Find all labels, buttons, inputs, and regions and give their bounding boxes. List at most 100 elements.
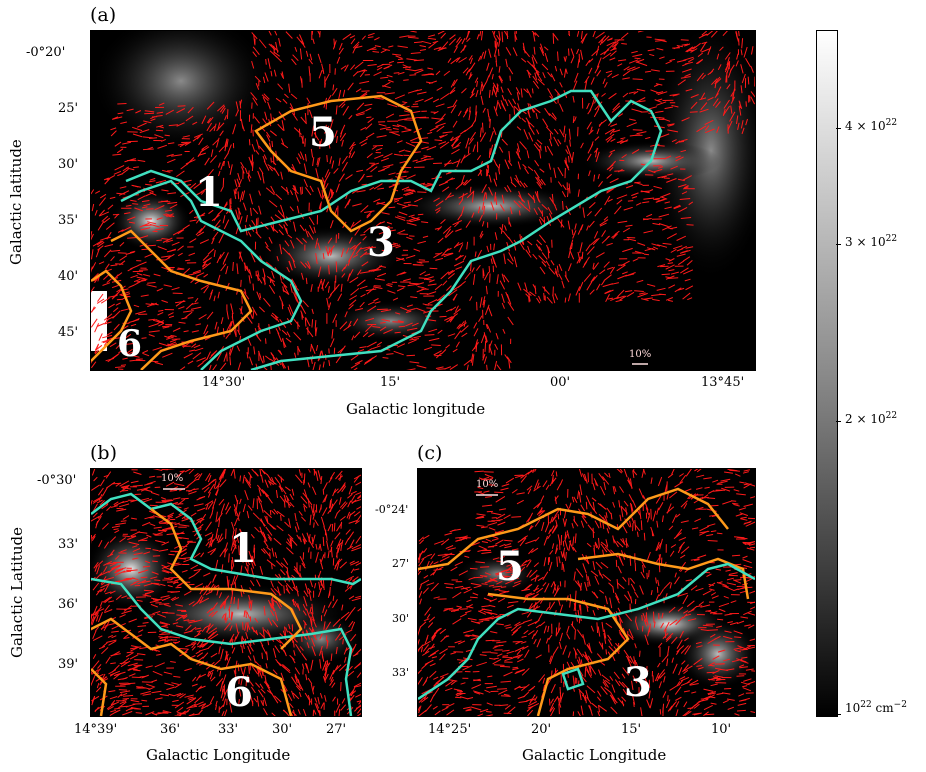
polarization-vector [428, 34, 436, 38]
polarization-vector [166, 336, 174, 340]
polarization-vector [299, 555, 306, 566]
polarization-vector [422, 644, 430, 652]
polarization-vector [231, 544, 237, 554]
polarization-vector [348, 304, 354, 310]
polarization-vector [354, 520, 360, 525]
polarization-vector [166, 249, 176, 253]
polarization-vector [325, 246, 329, 257]
polarization-vector [519, 180, 526, 189]
polarization-vector [97, 611, 103, 623]
polarization-vector [604, 195, 611, 206]
polarization-vector [553, 204, 558, 211]
polarization-vector [727, 706, 735, 710]
polarization-vector [526, 560, 532, 568]
panel-b-ytick: 39' [58, 657, 79, 672]
polarization-vector [206, 351, 211, 361]
polarization-vector [133, 471, 142, 475]
polarization-vector [438, 181, 449, 186]
polarization-vector [194, 696, 202, 704]
polarization-vector [426, 613, 431, 619]
polarization-vector [485, 496, 492, 498]
polarization-vector [139, 129, 150, 134]
polarization-vector [611, 48, 617, 51]
polarization-vector [736, 115, 739, 124]
polarization-vector [143, 120, 152, 124]
polarization-vector [380, 309, 392, 313]
polarization-vector [740, 85, 743, 94]
polarization-vector [623, 206, 633, 211]
polarization-vector [206, 122, 213, 132]
polarization-vector [422, 534, 430, 540]
polarization-vector [707, 629, 718, 631]
polarization-vector [122, 141, 132, 145]
polarization-vector [710, 683, 718, 687]
polarization-vector [706, 31, 714, 36]
polarization-vector [586, 211, 592, 217]
polarization-vector [229, 164, 233, 175]
panel-b-xtick: 36' [160, 722, 181, 737]
polarization-vector [426, 291, 437, 296]
polarization-vector [557, 534, 561, 543]
polarization-vector [668, 284, 676, 289]
polarization-vector [260, 548, 266, 554]
polarization-vector [356, 279, 366, 287]
polarization-vector [345, 247, 350, 254]
polarization-vector [501, 31, 504, 43]
polarization-vector [686, 678, 693, 684]
polarization-vector [191, 683, 198, 687]
polarization-vector [132, 548, 141, 553]
polarization-vector [328, 193, 334, 202]
polarization-vector [367, 32, 375, 36]
polarization-vector [477, 548, 488, 552]
polarization-vector [515, 668, 525, 673]
polarization-vector [493, 106, 498, 117]
polarization-vector [610, 296, 619, 302]
polarization-vector [596, 128, 600, 135]
polarization-vector [231, 647, 236, 654]
polarization-vector [608, 582, 614, 588]
polarization-vector [265, 131, 271, 138]
polarization-vector [191, 646, 196, 651]
polarization-vector [315, 344, 319, 351]
polarization-vector [275, 193, 283, 201]
polarization-vector [486, 62, 490, 71]
polarization-vector [243, 610, 246, 618]
polarization-vector [601, 621, 604, 632]
polarization-vector [149, 177, 156, 181]
polarization-vector [566, 625, 570, 634]
polarization-vector [303, 596, 308, 607]
polarization-vector [355, 694, 361, 698]
polarization-vector [429, 126, 439, 132]
polarization-vector [95, 614, 99, 622]
polarization-vector [313, 132, 320, 141]
polarization-vector [186, 157, 195, 166]
polarization-vector [547, 88, 554, 98]
polarization-vector [192, 676, 197, 682]
polarization-vector [319, 632, 323, 640]
polarization-vector [331, 682, 336, 688]
polarization-vector [497, 49, 500, 57]
polarization-vector [466, 241, 469, 250]
polarization-vector [565, 68, 568, 74]
polarization-vector [702, 589, 712, 596]
polarization-vector [480, 526, 488, 529]
polarization-vector [149, 600, 159, 603]
polarization-vector [302, 300, 309, 308]
polarization-vector [502, 649, 510, 652]
polarization-vector [176, 706, 184, 713]
polarization-vector [547, 71, 553, 78]
polarization-vector [443, 70, 451, 76]
polarization-vector [137, 261, 147, 267]
polarization-vector [445, 192, 452, 201]
polarization-vector [175, 625, 184, 628]
polarization-vector [449, 314, 456, 323]
polarization-vector [472, 274, 476, 285]
polarization-vector [444, 316, 453, 321]
polarization-vector [183, 630, 193, 634]
polarization-vector [558, 622, 560, 633]
polarization-vector [655, 541, 660, 551]
polarization-vector [188, 601, 195, 606]
polarization-vector [440, 32, 446, 39]
polarization-vector [747, 76, 750, 85]
polarization-vector [305, 317, 311, 327]
